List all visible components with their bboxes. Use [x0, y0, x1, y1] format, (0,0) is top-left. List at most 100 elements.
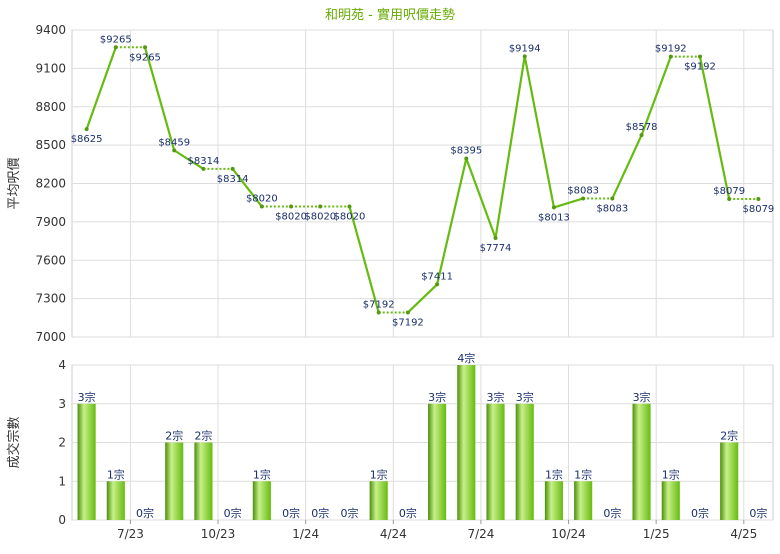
price-point [201, 166, 206, 171]
price-point [551, 205, 556, 210]
volume-bar [544, 481, 563, 520]
price-line-segment [611, 134, 643, 199]
volume-bar [106, 481, 125, 520]
volume-bar [369, 481, 388, 520]
volume-data-label: 0宗 [282, 506, 300, 520]
volume-data-label: 3宗 [78, 390, 96, 404]
price-y-tick-label: 7000 [35, 330, 66, 344]
volume-y-tick-label: 2 [58, 436, 66, 450]
volume-data-label: 0宗 [340, 506, 358, 520]
x-tick-label: 7/23 [117, 527, 144, 541]
price-data-label: $9192 [684, 62, 716, 73]
price-y-tick-label: 8200 [35, 177, 66, 191]
volume-data-label: 0宗 [603, 506, 621, 520]
volume-data-label: 1宗 [370, 467, 388, 481]
volume-bar [194, 442, 213, 520]
price-line-segment [640, 56, 672, 136]
price-data-label: $8020 [304, 212, 336, 223]
price-point [143, 45, 148, 50]
price-data-label: $8314 [217, 174, 249, 185]
price-point [493, 235, 498, 240]
volume-y-tick-label: 0 [58, 513, 66, 527]
volume-data-label: 0宗 [136, 506, 154, 520]
price-data-label: $8079 [742, 204, 774, 215]
price-y-tick-label: 8500 [35, 138, 66, 152]
price-data-label: $8625 [71, 134, 103, 145]
volume-data-label: 0宗 [749, 506, 767, 520]
price-point [376, 310, 381, 315]
volume-data-label: 3宗 [487, 390, 505, 404]
price-line-segment [85, 46, 117, 130]
volume-y-axis-label: 成交宗數 [6, 416, 22, 468]
volume-bar [515, 403, 534, 520]
volume-y-tick-label: 1 [58, 474, 66, 488]
price-line-segment [436, 158, 468, 285]
price-data-label: $7192 [392, 317, 424, 328]
volume-data-label: 3宗 [428, 390, 446, 404]
volume-bar [486, 403, 505, 520]
volume-data-label: 0宗 [311, 506, 329, 520]
price-point [289, 204, 294, 209]
price-data-label: $8083 [567, 185, 599, 196]
price-point [727, 196, 732, 201]
volume-bar [165, 442, 184, 520]
x-tick-label: 4/25 [730, 527, 757, 541]
price-point [464, 156, 469, 161]
price-data-label: $8020 [334, 212, 366, 223]
x-tick-label: 4/24 [380, 527, 407, 541]
price-point [84, 127, 89, 132]
x-tick-label: 1/24 [292, 527, 319, 541]
price-point [610, 196, 615, 201]
volume-data-label: 1宗 [662, 467, 680, 481]
price-data-label: $8395 [450, 146, 482, 157]
volume-bar-chart: 0 1 2 3 4 7/23 10/23 1/24 4/24 7/24 10/24 1/25 4/25 3… [58, 351, 774, 541]
price-line-segment [494, 56, 526, 239]
price-data-label: $9265 [129, 52, 161, 63]
volume-data-label: 3宗 [516, 390, 534, 404]
price-line-segment [698, 56, 731, 200]
volume-y-tick-label: 4 [58, 358, 66, 372]
price-data-label: $8020 [246, 194, 278, 205]
price-line-segment [523, 56, 556, 208]
price-line-segment [348, 206, 380, 313]
price-data-label: $8079 [713, 186, 745, 197]
price-line-segment [231, 168, 263, 208]
price-line-segment [173, 149, 205, 170]
price-data-label: $9192 [655, 44, 687, 55]
volume-data-label: 0宗 [399, 506, 417, 520]
volume-data-label: 3宗 [633, 390, 651, 404]
price-data-label: $8459 [158, 137, 190, 148]
volume-bar [632, 403, 651, 520]
x-tick-label: 10/23 [201, 527, 236, 541]
price-point [230, 166, 235, 171]
volume-bar [574, 481, 593, 520]
volume-data-label: 2宗 [165, 429, 183, 443]
price-data-label: $8013 [538, 212, 570, 223]
price-data-label: $8020 [275, 212, 307, 223]
price-line-segment [553, 197, 584, 209]
volume-bar [457, 365, 476, 520]
price-data-label: $7192 [363, 299, 395, 310]
price-point [756, 196, 761, 201]
volume-bar [661, 481, 680, 520]
x-tick-label: 1/25 [643, 527, 670, 541]
price-point [581, 196, 586, 201]
price-point [113, 45, 118, 50]
volume-bar [77, 403, 96, 520]
price-point [172, 148, 177, 153]
price-point [639, 133, 644, 138]
volume-bar [720, 442, 739, 520]
volume-bar [428, 403, 447, 520]
price-data-label: $9265 [100, 34, 132, 45]
price-point [259, 204, 264, 209]
price-point [318, 204, 323, 209]
price-data-label: $8314 [188, 156, 220, 167]
price-y-axis-label: 平均呎價 [7, 157, 22, 209]
price-line-segment [143, 46, 176, 151]
price-point [405, 310, 410, 315]
volume-bar [252, 481, 271, 520]
price-y-tick-label: 8800 [35, 100, 66, 114]
price-data-label: $8578 [626, 122, 658, 133]
volume-data-label: 0宗 [224, 506, 242, 520]
